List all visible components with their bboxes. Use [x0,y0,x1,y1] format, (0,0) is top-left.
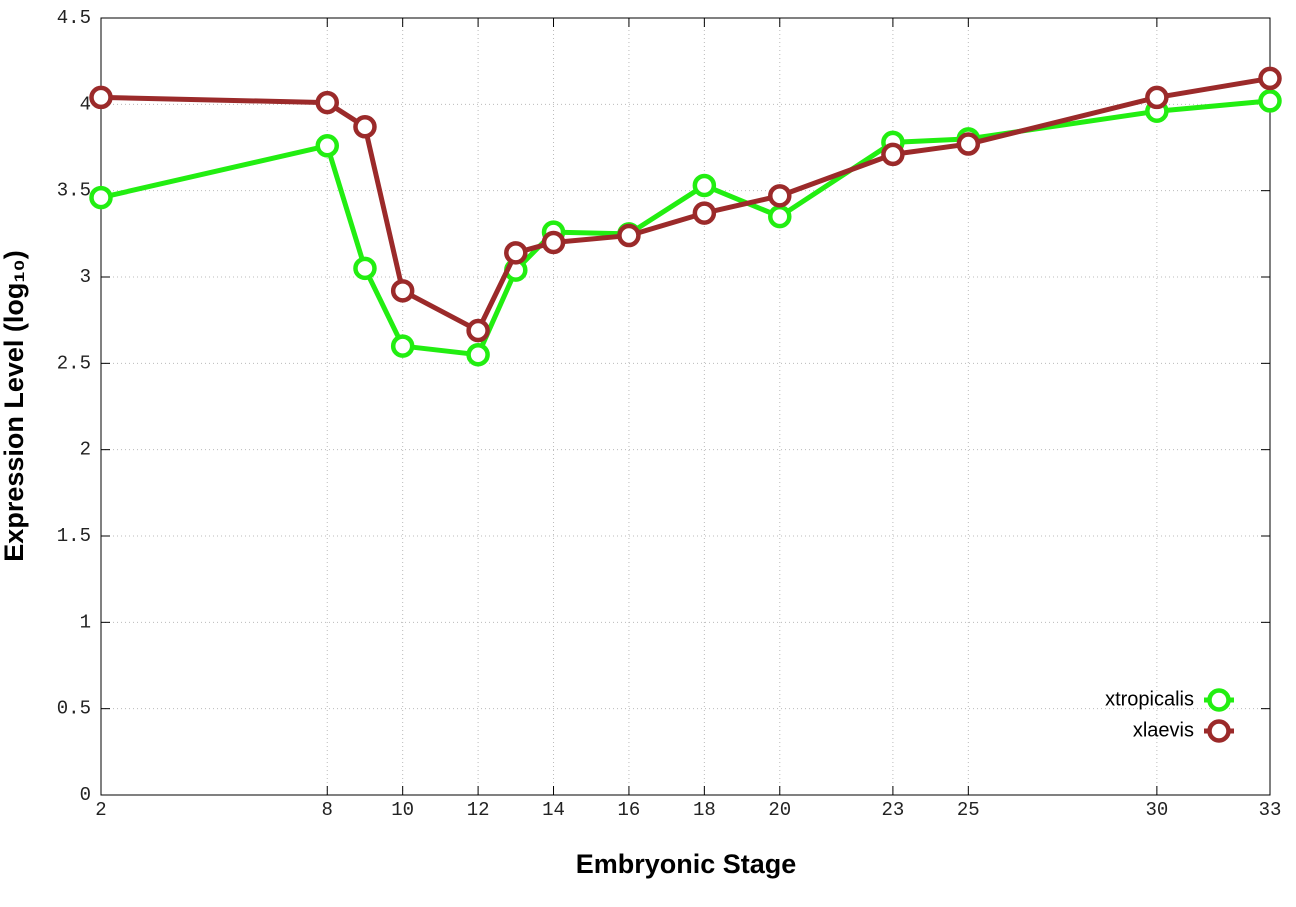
x-tick-label: 23 [881,799,904,821]
y-tick-label: 1 [80,611,91,633]
point-marker [617,223,641,248]
x-axis-label: Embryonic Stage [576,849,797,879]
x-tick-label: 2 [95,799,106,821]
x-tick-label: 8 [322,799,333,821]
point-marker [692,201,717,225]
x-tick-label: 12 [467,799,490,821]
series-line [100,98,1271,358]
point-marker [768,204,792,229]
legend-label: xtropicalis [1105,688,1194,710]
x-tick-label: 20 [768,799,791,821]
y-tick-label: 0.5 [57,698,91,720]
point-marker [881,142,905,167]
x-tick-label: 25 [957,799,980,821]
x-tick-label: 30 [1145,799,1168,821]
point-marker [1145,85,1169,110]
point-marker [390,334,415,358]
point-marker [89,85,113,110]
y-tick-label: 2.5 [57,352,91,374]
x-tick-label: 16 [618,799,641,821]
point-marker [692,173,717,198]
point-marker [315,134,340,158]
point-marker [1258,89,1282,113]
point-marker [466,342,490,367]
x-tick-label: 18 [693,799,716,821]
y-tick-label: 4 [80,93,91,115]
legend-marker [1207,688,1231,712]
y-tick-label: 4.5 [57,7,91,29]
y-tick-label: 2 [80,439,91,461]
x-tick-label: 14 [542,799,565,821]
y-tick-label: 3 [80,266,91,288]
point-marker [353,115,377,139]
point-marker [390,279,415,303]
y-tick-label: 0 [80,784,91,806]
legend-marker [1207,719,1231,743]
legend-label: xlaevis [1133,719,1194,741]
point-marker [466,318,490,343]
series-line [100,75,1271,334]
point-marker [353,256,377,281]
y-tick-label: 1.5 [57,525,91,547]
point-marker [956,132,981,156]
point-marker [768,184,792,208]
x-tick-label: 10 [391,799,414,821]
point-marker [89,185,113,210]
point-marker [541,230,566,255]
x-tick-label: 33 [1259,799,1282,821]
point-marker [1258,66,1282,91]
y-tick-label: 3.5 [57,180,91,202]
point-marker [315,90,340,115]
plot-frame [100,17,1271,796]
point-marker [504,241,528,265]
y-axis-label: Expression Level (log₁₀) [0,250,29,561]
